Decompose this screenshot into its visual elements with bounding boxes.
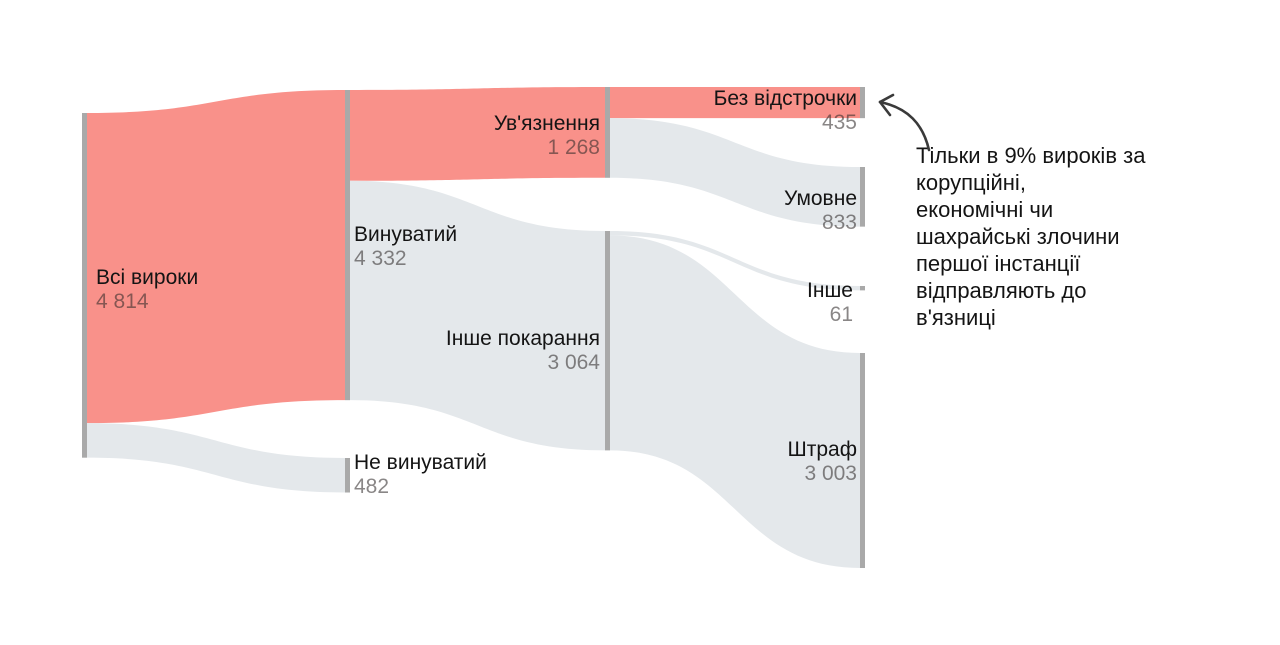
node-title: Штраф (787, 438, 857, 461)
sankey-node-bar-other (860, 286, 865, 291)
sankey-flow-imprisonment-conditional (610, 118, 860, 227)
sankey-node-bar-not_guilty (345, 458, 350, 493)
sankey-flow-guilty-imprisonment (350, 87, 605, 181)
sankey-flow-all-not_guilty (87, 423, 345, 493)
node-title: Не винуватий (354, 451, 487, 474)
sankey-node-bar-no_deferral (860, 87, 865, 119)
node-label-not-guilty: Не винуватий 482 (354, 451, 487, 499)
sankey-node-bar-all (82, 113, 87, 458)
annotation-text: Тільки в 9% вироків за корупційні, еконо… (916, 143, 1146, 330)
node-label-fine: Штраф 3 003 (787, 438, 857, 486)
sankey-flow-other_punishment-fine (610, 235, 860, 569)
node-title: Ув'язнення (493, 112, 600, 135)
node-title: Інше покарання (445, 327, 600, 350)
node-label-all-verdicts: Всі вироки 4 814 (96, 266, 198, 314)
node-value: 3 003 (804, 462, 857, 485)
sankey-node-bar-other_punishment (605, 231, 610, 451)
sankey-flow-guilty-other_punishment (350, 180, 605, 451)
node-title: Умовне (784, 187, 857, 210)
sankey-flow-imprisonment-no_deferral (610, 87, 860, 119)
node-value: 4 814 (96, 290, 149, 313)
node-value: 1 268 (547, 136, 600, 159)
node-label-other: Інше 61 (807, 279, 853, 327)
sankey-node-bar-imprisonment (605, 87, 610, 178)
node-title: Винуватий (354, 223, 458, 246)
node-title: Інше (807, 279, 853, 302)
node-label-other-punishment: Інше покарання 3 064 (446, 327, 600, 375)
sankey-node-bar-fine (860, 353, 865, 569)
node-title: Всі вироки (96, 266, 199, 289)
node-value: 833 (821, 211, 857, 234)
sankey-node-bar-guilty (345, 90, 350, 401)
node-value: 435 (821, 111, 857, 134)
sankey-flow-other_punishment-other (610, 231, 860, 291)
node-value: 3 064 (547, 351, 600, 374)
node-label-no-deferral: Без відстрочки 435 (714, 87, 857, 135)
sankey-node-bar-conditional (860, 167, 865, 227)
node-value: 4 332 (354, 247, 407, 270)
node-label-imprisonment: Ув'язнення 1 268 (494, 112, 600, 160)
node-title: Без відстрочки (713, 87, 857, 110)
node-label-guilty: Винуватий 4 332 (354, 223, 457, 271)
node-value: 482 (354, 475, 390, 498)
sankey-flow-all-guilty (87, 90, 345, 424)
node-label-conditional: Умовне 833 (784, 187, 857, 235)
node-value: 61 (829, 303, 853, 326)
